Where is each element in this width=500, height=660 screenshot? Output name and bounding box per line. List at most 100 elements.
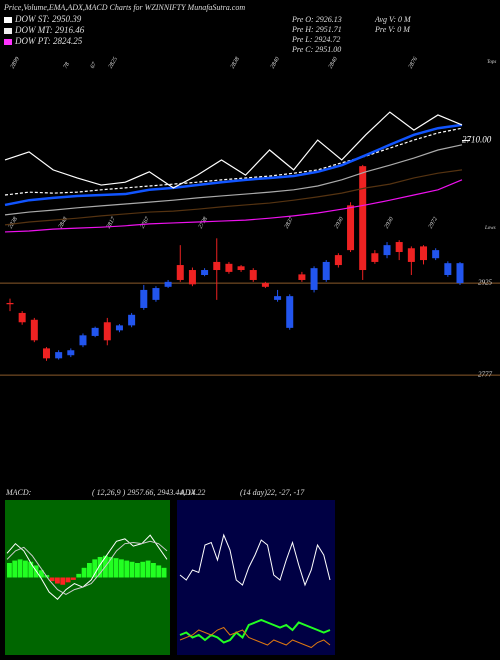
candle-body [456,263,464,284]
info-text: Pre C: 2951.00 [291,45,341,54]
macd-bar [135,563,140,578]
macd-line [6,540,168,595]
macd-bar [92,559,98,578]
macd-bar [7,563,12,578]
legend-swatch [4,28,12,34]
candle-body [42,348,50,359]
candle-body [371,253,379,262]
candle-body [286,296,294,328]
panel-title: MACD: [5,488,32,497]
macd-bar [39,570,44,578]
panel-title: ADX [179,488,197,497]
macd-bar [65,577,71,583]
candle-body [383,245,391,256]
info-text: Pre V: 0 M [374,25,411,34]
candle-body [334,255,342,266]
macd-bar [108,556,114,578]
candle-body [213,261,221,271]
low-mark: 2848 [57,216,69,230]
low-mark: 2817 [106,215,118,229]
macd-bar [12,560,18,578]
ema-line [4,169,463,226]
candle-body [115,325,123,331]
macd-bar [71,577,76,580]
low-mark: 2930 [334,216,345,229]
top-mark: 2840 [269,56,281,70]
candle-body [188,270,196,285]
low-mark: 2838 [8,216,19,229]
macd-bar [124,560,130,578]
legend-label: DOW PT: 2824.25 [14,36,83,46]
legend-swatch [4,39,12,45]
ema-line [4,144,463,216]
legend-swatch [4,17,12,23]
ema-line [4,123,463,207]
low-mark: 2837 [284,215,296,229]
adx-line [179,618,331,644]
macd-bar [156,565,162,578]
info-text: Pre H: 2951.71 [291,25,342,34]
top-mark: 2840 [327,56,339,70]
candle-body [164,281,172,287]
low-mark: 2930 [384,216,395,229]
candle-body [79,335,87,346]
candle-body [347,205,355,251]
y-tick-label: 2777 [478,371,493,379]
candle-body [6,302,14,305]
lows-label: Lows [484,226,496,231]
top-mark: 2876 [408,56,419,69]
low-mark: 2798 [198,216,209,229]
candle-body [249,270,257,280]
candle-body [30,319,38,341]
macd-bar [113,558,119,578]
top-mark: 67 [90,61,99,70]
tops-label: Tops [487,60,496,65]
ema-line [4,127,463,196]
adx-line [179,626,331,649]
macd-bar [23,560,28,578]
candle-body [55,352,63,359]
macd-bar [28,561,34,578]
candle-body [140,289,148,308]
top-mark: 2899 [10,56,21,69]
candle-body [298,274,306,280]
info-text: Avg V: 0 M [374,15,412,24]
macd-bar [55,577,60,584]
macd-bar [140,561,146,578]
top-mark: 78 [63,61,71,69]
macd-bar [49,577,55,582]
candle-body [432,250,440,259]
macd-bar [119,559,124,578]
macd-bar [161,567,167,578]
candle-body [18,312,26,323]
candle-body [359,166,367,271]
candle-body [103,322,111,341]
candle-body [444,263,452,275]
candle-body [67,350,75,356]
ema-line [4,179,463,233]
macd-bar [145,560,151,578]
adx-line [179,533,331,587]
panel-subtitle: (14 day)22, -27, -17 [240,488,305,497]
candle-body [395,242,403,252]
y-tick-label: 2925 [478,279,493,287]
macd-bar [97,556,103,578]
candle-body [91,327,99,336]
chart-title: Price,Volume,EMA,ADX,MACD Charts for WZI… [3,3,245,12]
low-mark: 2972 [428,216,439,229]
candle-body [225,263,233,272]
top-mark: 2838 [230,56,241,69]
ema-line [4,111,463,189]
candle-body [420,246,428,261]
info-text: Pre L: 2924.72 [291,35,340,44]
candle-body [152,288,160,300]
macd-bar [17,559,23,578]
candle-body [310,268,318,290]
y-tick-label: 2710.00 [462,135,492,145]
macd-bar [81,567,87,578]
legend-label: DOW ST: 2950.39 [14,14,82,24]
candle-body [176,265,184,280]
candle-body [201,270,209,275]
low-mark: 2767 [140,215,152,229]
macd-bar [87,563,92,578]
